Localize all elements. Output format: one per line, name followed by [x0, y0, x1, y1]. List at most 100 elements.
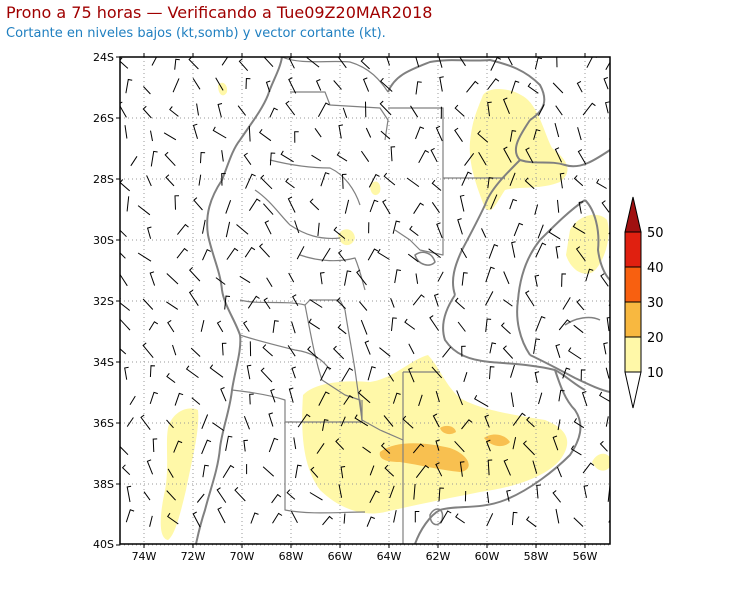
border-province-pampa: [239, 334, 331, 371]
shear-barb: [338, 124, 343, 139]
shear-area-20-30-small: [484, 434, 510, 447]
shear-barb: [316, 443, 325, 454]
shear-barb: [561, 273, 567, 287]
shear-barb: [309, 198, 320, 211]
shear-barb: [221, 342, 227, 356]
shear-barb: [164, 151, 176, 167]
shear-barb: [414, 511, 420, 523]
shear-barb: [485, 439, 491, 452]
shear-barb: [221, 173, 226, 186]
shear-barb: [226, 247, 239, 260]
shear-barb: [573, 517, 584, 527]
shear-barb: [510, 80, 520, 94]
shear-barb: [537, 224, 544, 239]
colorbar-segment: [624, 301, 642, 338]
shear-barb: [562, 297, 571, 310]
shear-barb: [174, 392, 184, 406]
shear-barb: [321, 247, 331, 262]
shear-barb: [428, 248, 441, 259]
shear-barb: [190, 347, 201, 357]
shear-barb: [454, 127, 463, 142]
shear-barb: [196, 493, 205, 503]
shear-barb: [369, 199, 379, 213]
shear-barb: [557, 199, 560, 213]
shear-shading: [160, 82, 610, 540]
shear-barb: [557, 419, 561, 431]
lat-label: 34S: [93, 356, 114, 369]
shear-barb: [413, 202, 424, 214]
shear-barb: [137, 252, 152, 262]
shear-barb: [410, 105, 419, 118]
axis-ticks: [116, 53, 586, 548]
lon-label: 72W: [181, 550, 206, 563]
lat-label: 38S: [93, 478, 114, 491]
shear-barb: [487, 177, 494, 189]
colorbar-segment: [624, 266, 642, 303]
shear-area-20-30-tiny: [440, 425, 456, 435]
shear-barb: [166, 301, 179, 310]
shear-barb: [415, 126, 425, 140]
shear-barb: [201, 439, 212, 455]
shear-barb: [429, 315, 440, 331]
lon-label: 74W: [132, 550, 157, 563]
lon-axis: 74W 72W 70W 68W 66W 64W 62W 60W 58W 56W: [132, 550, 598, 563]
shear-barb: [260, 174, 273, 190]
shear-barb: [285, 100, 296, 116]
colorbar-label: 50: [647, 226, 664, 241]
shear-barb: [150, 150, 158, 167]
shear-barb: [573, 324, 584, 334]
shear-barb: [217, 103, 223, 118]
shear-barb: [548, 228, 561, 240]
shear-barb: [435, 462, 443, 477]
shear-barb: [387, 372, 395, 382]
shear-barb: [432, 413, 440, 428]
shear-barb: [126, 485, 132, 503]
shear-barb: [486, 513, 494, 527]
shear-barb: [377, 248, 390, 260]
shear-barb: [534, 57, 543, 70]
shear-barb: [314, 128, 322, 138]
shear-barb: [272, 512, 283, 524]
shear-barb: [146, 175, 152, 187]
shear-area-small-3: [370, 181, 381, 196]
shear-barb: [247, 295, 260, 309]
shear-barb: [201, 414, 209, 429]
shear-barb: [258, 129, 272, 142]
shear-barb: [192, 78, 201, 90]
shear-barb: [177, 223, 189, 235]
shear-barb: [341, 173, 347, 189]
shear-barb: [461, 419, 473, 430]
lat-label: 30S: [93, 234, 114, 247]
shear-barb: [362, 446, 371, 454]
shear-barb: [150, 130, 153, 142]
shear-barb: [460, 247, 468, 259]
shear-barb: [167, 512, 179, 525]
shear-barb: [120, 252, 126, 259]
shear-barb: [121, 464, 131, 476]
shear-barb: [461, 345, 466, 357]
shear-barb: [126, 196, 130, 212]
shear-barb: [163, 132, 177, 141]
shear-barb: [552, 82, 564, 94]
shear-barb: [287, 196, 296, 213]
colorbar-label: 40: [647, 261, 664, 276]
border-brazil: [514, 119, 610, 168]
shear-barb: [599, 440, 608, 452]
lat-label: 36S: [93, 417, 114, 430]
shear-barb: [577, 127, 582, 141]
shear-barb: [489, 342, 497, 354]
shear-barb: [431, 179, 442, 191]
shear-barb: [120, 318, 131, 331]
shear-barb: [234, 487, 246, 502]
shear-barb: [503, 271, 510, 285]
shear-barb: [212, 422, 225, 432]
shear-barb: [317, 102, 330, 118]
shear-barb: [586, 57, 597, 68]
shear-area-west: [160, 408, 199, 540]
shear-barb: [513, 222, 524, 237]
shear-barb: [221, 57, 229, 66]
shear-barb: [534, 204, 539, 215]
shear-barb: [562, 367, 571, 379]
shear-barb: [389, 485, 395, 499]
shear-barb: [522, 440, 535, 456]
